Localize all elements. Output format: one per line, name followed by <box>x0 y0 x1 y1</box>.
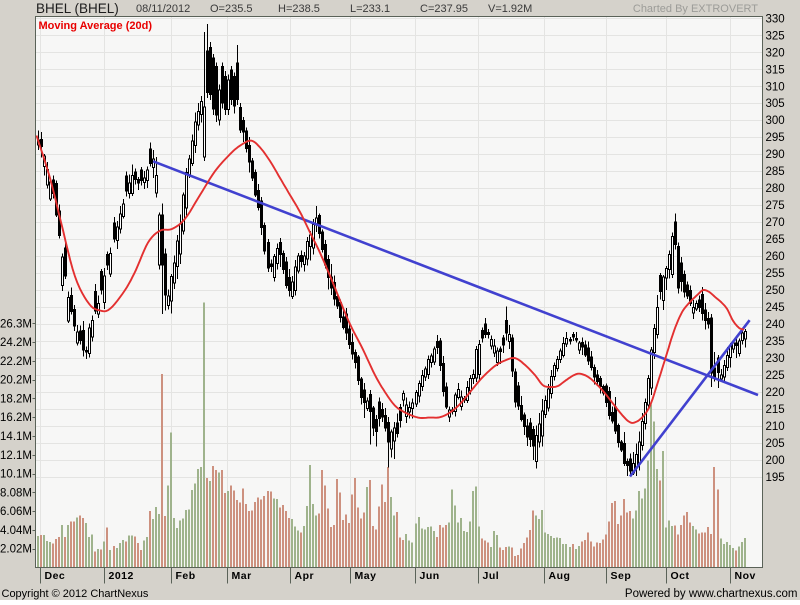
svg-text:Oct: Oct <box>671 570 690 582</box>
svg-text:24.2M: 24.2M <box>0 337 32 349</box>
svg-text:230: 230 <box>766 353 785 365</box>
svg-text:215: 215 <box>766 404 785 416</box>
svg-text:4.04M: 4.04M <box>0 525 32 537</box>
svg-text:L=233.1: L=233.1 <box>350 3 390 15</box>
svg-text:Dec: Dec <box>45 570 66 582</box>
svg-text:Powered by www.chartnexus.com: Powered by www.chartnexus.com <box>625 588 798 600</box>
svg-text:260: 260 <box>766 251 785 263</box>
svg-text:Copyright © 2012 ChartNexus: Copyright © 2012 ChartNexus <box>2 588 149 600</box>
svg-text:C=237.95: C=237.95 <box>420 3 468 15</box>
svg-text:310: 310 <box>766 81 785 93</box>
svg-text:Moving Average (20d): Moving Average (20d) <box>39 20 153 32</box>
svg-text:Apr: Apr <box>295 570 315 582</box>
svg-text:20.2M: 20.2M <box>0 375 32 387</box>
svg-text:210: 210 <box>766 421 785 433</box>
svg-text:Sep: Sep <box>611 570 632 582</box>
svg-text:205: 205 <box>766 438 785 450</box>
svg-text:O=235.5: O=235.5 <box>210 3 253 15</box>
svg-text:Jul: Jul <box>483 570 500 582</box>
svg-text:6.06M: 6.06M <box>0 506 32 518</box>
svg-text:285: 285 <box>766 166 785 178</box>
svg-text:290: 290 <box>766 149 785 161</box>
svg-text:300: 300 <box>766 115 785 127</box>
svg-text:305: 305 <box>766 98 785 110</box>
svg-text:10.1M: 10.1M <box>0 469 32 481</box>
svg-text:26.3M: 26.3M <box>0 318 32 330</box>
svg-text:Feb: Feb <box>176 570 196 582</box>
svg-text:255: 255 <box>766 268 785 280</box>
svg-text:220: 220 <box>766 387 785 399</box>
svg-text:V=1.92M: V=1.92M <box>488 3 532 15</box>
svg-text:325: 325 <box>766 30 785 42</box>
svg-text:195: 195 <box>766 472 785 484</box>
svg-text:BHEL (BHEL): BHEL (BHEL) <box>36 1 119 16</box>
svg-text:22.2M: 22.2M <box>0 356 32 368</box>
svg-text:16.2M: 16.2M <box>0 412 32 424</box>
svg-text:14.1M: 14.1M <box>0 431 32 443</box>
svg-text:2.02M: 2.02M <box>0 544 32 556</box>
svg-text:Nov: Nov <box>735 570 756 582</box>
svg-text:May: May <box>355 570 377 582</box>
svg-text:330: 330 <box>766 13 785 25</box>
svg-text:Aug: Aug <box>549 570 571 582</box>
svg-text:08/11/2012: 08/11/2012 <box>136 3 190 15</box>
svg-text:Mar: Mar <box>232 570 252 582</box>
svg-text:235: 235 <box>766 336 785 348</box>
svg-text:280: 280 <box>766 183 785 195</box>
svg-text:240: 240 <box>766 319 785 331</box>
svg-text:295: 295 <box>766 132 785 144</box>
svg-text:245: 245 <box>766 302 785 314</box>
svg-text:270: 270 <box>766 217 785 229</box>
svg-text:200: 200 <box>766 455 785 467</box>
svg-text:H=238.5: H=238.5 <box>278 3 320 15</box>
svg-text:Charted By EXTROVERT: Charted By EXTROVERT <box>633 3 758 15</box>
svg-text:250: 250 <box>766 285 785 297</box>
svg-text:320: 320 <box>766 47 785 59</box>
svg-text:265: 265 <box>766 234 785 246</box>
svg-text:315: 315 <box>766 64 785 76</box>
svg-text:275: 275 <box>766 200 785 212</box>
svg-text:12.1M: 12.1M <box>0 450 32 462</box>
svg-text:Jun: Jun <box>420 570 440 582</box>
svg-text:18.2M: 18.2M <box>0 394 32 406</box>
svg-text:8.08M: 8.08M <box>0 487 32 499</box>
svg-text:2012: 2012 <box>109 570 134 582</box>
svg-text:225: 225 <box>766 370 785 382</box>
